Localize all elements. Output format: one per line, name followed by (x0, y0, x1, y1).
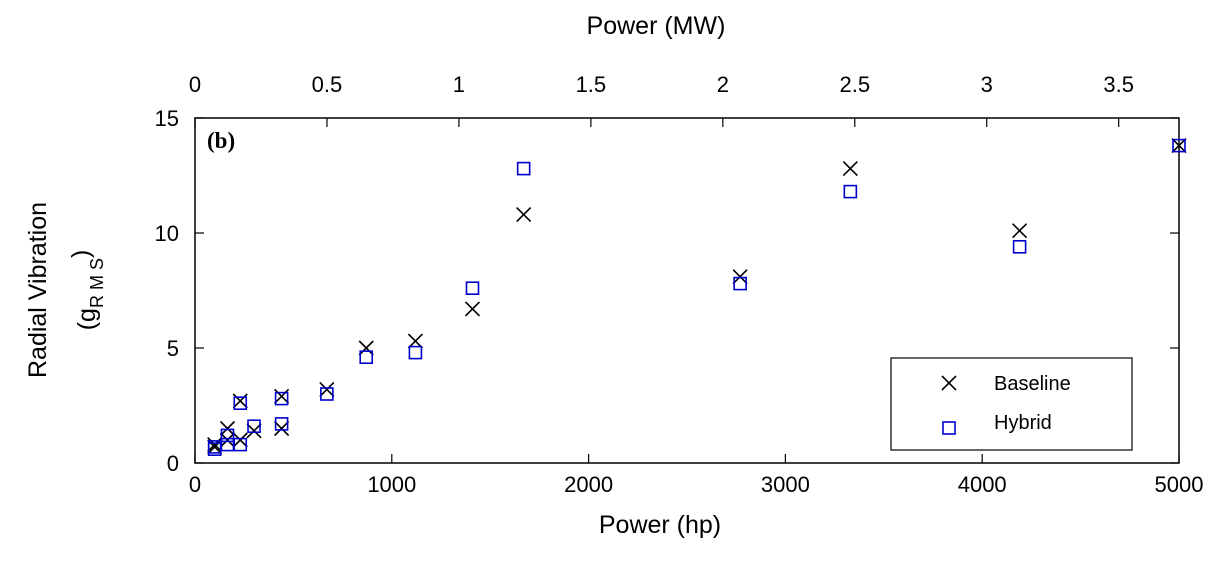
baseline-point (274, 420, 290, 437)
x-tick-label: 4000 (958, 472, 1007, 497)
plot-area (194, 117, 1180, 464)
hybrid-point (465, 281, 480, 296)
baseline-point (232, 432, 248, 448)
hybrid-point (516, 161, 531, 176)
top-x-tick-label: 1.5 (576, 72, 607, 97)
baseline-point (207, 439, 223, 455)
hybrid-point (408, 345, 423, 360)
top-x-tick-label: 2 (717, 72, 729, 97)
baseline-point (274, 388, 290, 404)
legend-box (890, 357, 1133, 451)
top-x-tick-label: 1 (453, 72, 465, 97)
baseline-point (1012, 223, 1028, 239)
hybrid-point (733, 276, 747, 291)
x-axis-title: Power (hp) (599, 511, 721, 539)
y-tick-label: 0 (167, 451, 179, 476)
baseline-point (407, 333, 423, 349)
baseline-point (232, 393, 248, 409)
top-x-tick-label: 2.5 (839, 72, 870, 97)
top-x-tick-label: 3.5 (1103, 72, 1134, 97)
baseline-point (219, 420, 236, 437)
baseline-point (246, 423, 262, 439)
hybrid-point (359, 350, 374, 365)
hybrid-point (220, 428, 235, 443)
hybrid-point (274, 417, 289, 431)
legend-baseline-label: Baseline (994, 373, 1071, 395)
legend-baseline-marker (941, 375, 957, 391)
baseline-point (516, 207, 532, 223)
top-x-tick-label: 3 (981, 72, 993, 97)
hybrid-point (1172, 138, 1186, 153)
baseline-point (358, 340, 374, 356)
baseline-point (207, 437, 223, 453)
x-tick-label: 3000 (761, 472, 810, 497)
y-tick-label: 15 (155, 106, 179, 131)
legend: Baseline Hybrid (890, 357, 1133, 451)
x-tick-label: 1000 (367, 472, 416, 497)
legend-hybrid-label: Hybrid (994, 412, 1052, 434)
hybrid-point (843, 184, 858, 199)
hybrid-point (233, 437, 248, 452)
x-tick-label: 0 (189, 472, 201, 497)
hybrid-point (247, 419, 261, 434)
top-x-tick-label: 0 (189, 72, 201, 97)
x-tick-label: 5000 (1155, 472, 1204, 497)
y-unit-subscript: R M S (87, 258, 107, 308)
baseline-point (319, 381, 335, 397)
hybrid-point (1012, 240, 1027, 254)
hybrid-point (274, 391, 289, 406)
baseline-point (464, 301, 481, 317)
y-tick-label: 5 (167, 336, 179, 361)
top-x-tick-label: 0.5 (312, 72, 343, 97)
baseline-point (732, 269, 748, 285)
tick-labels: 0 1000 2000 3000 4000 5000 0 5 10 15 0 0.5 1 1.5 2 2.5 3… (155, 72, 1204, 497)
panel-label: (b) (207, 128, 235, 153)
baseline-point (219, 432, 236, 448)
x-tick-label: 2000 (564, 472, 613, 497)
axis-ticks (194, 117, 1180, 464)
hybrid-point (320, 387, 334, 401)
y-axis-title: Radial Vibration (24, 202, 52, 378)
baseline-point (842, 161, 858, 177)
top-x-axis-title: Power (MW) (587, 12, 726, 40)
data-points (207, 138, 1187, 457)
y-unit-prefix: (g (73, 308, 101, 330)
legend-hybrid-marker (942, 421, 956, 435)
y-axis-unit: (gR M S) (67, 250, 107, 331)
svg-text:(gR M S): (gR M S) (67, 250, 107, 331)
y-unit-suffix: ) (67, 250, 95, 258)
baseline-point (1171, 138, 1187, 154)
hybrid-point (233, 396, 248, 411)
y-tick-label: 10 (155, 221, 179, 246)
